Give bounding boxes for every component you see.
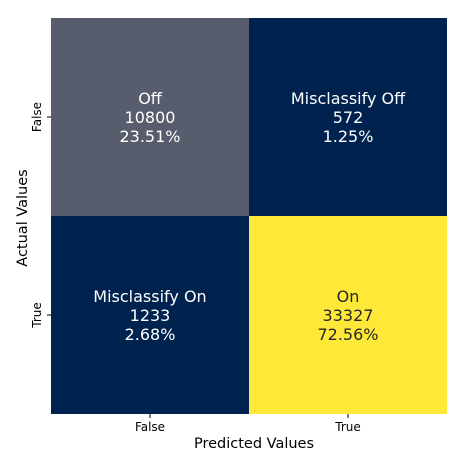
cell-label: Misclassify On — [93, 287, 206, 306]
cell-count: 33327 — [323, 306, 374, 325]
cell-percent: 72.56% — [317, 325, 378, 344]
axis-ticks: False True False True — [30, 102, 361, 434]
heatmap-cell — [51, 18, 249, 216]
cell-percent: 23.51% — [119, 127, 180, 146]
heatmap-cells — [51, 18, 447, 414]
x-axis-title: Predicted Values — [194, 436, 314, 452]
cell-percent: 1.25% — [323, 127, 374, 146]
cell-label: On — [337, 287, 360, 306]
cell-label: Off — [138, 89, 163, 108]
cell-count: 1233 — [130, 306, 171, 325]
cell-percent: 2.68% — [125, 325, 176, 344]
x-tick-label: False — [135, 420, 165, 434]
heatmap-cell — [249, 216, 447, 414]
cell-count: 10800 — [125, 108, 176, 127]
cell-label: Misclassify Off — [291, 89, 406, 108]
heatmap-cell — [51, 216, 249, 414]
cell-count: 572 — [333, 108, 364, 127]
heatmap-cell — [249, 18, 447, 216]
y-tick-label: True — [30, 302, 44, 329]
y-tick-label: False — [30, 102, 44, 132]
x-tick-label: True — [334, 420, 361, 434]
y-axis-title: Actual Values — [15, 169, 31, 266]
